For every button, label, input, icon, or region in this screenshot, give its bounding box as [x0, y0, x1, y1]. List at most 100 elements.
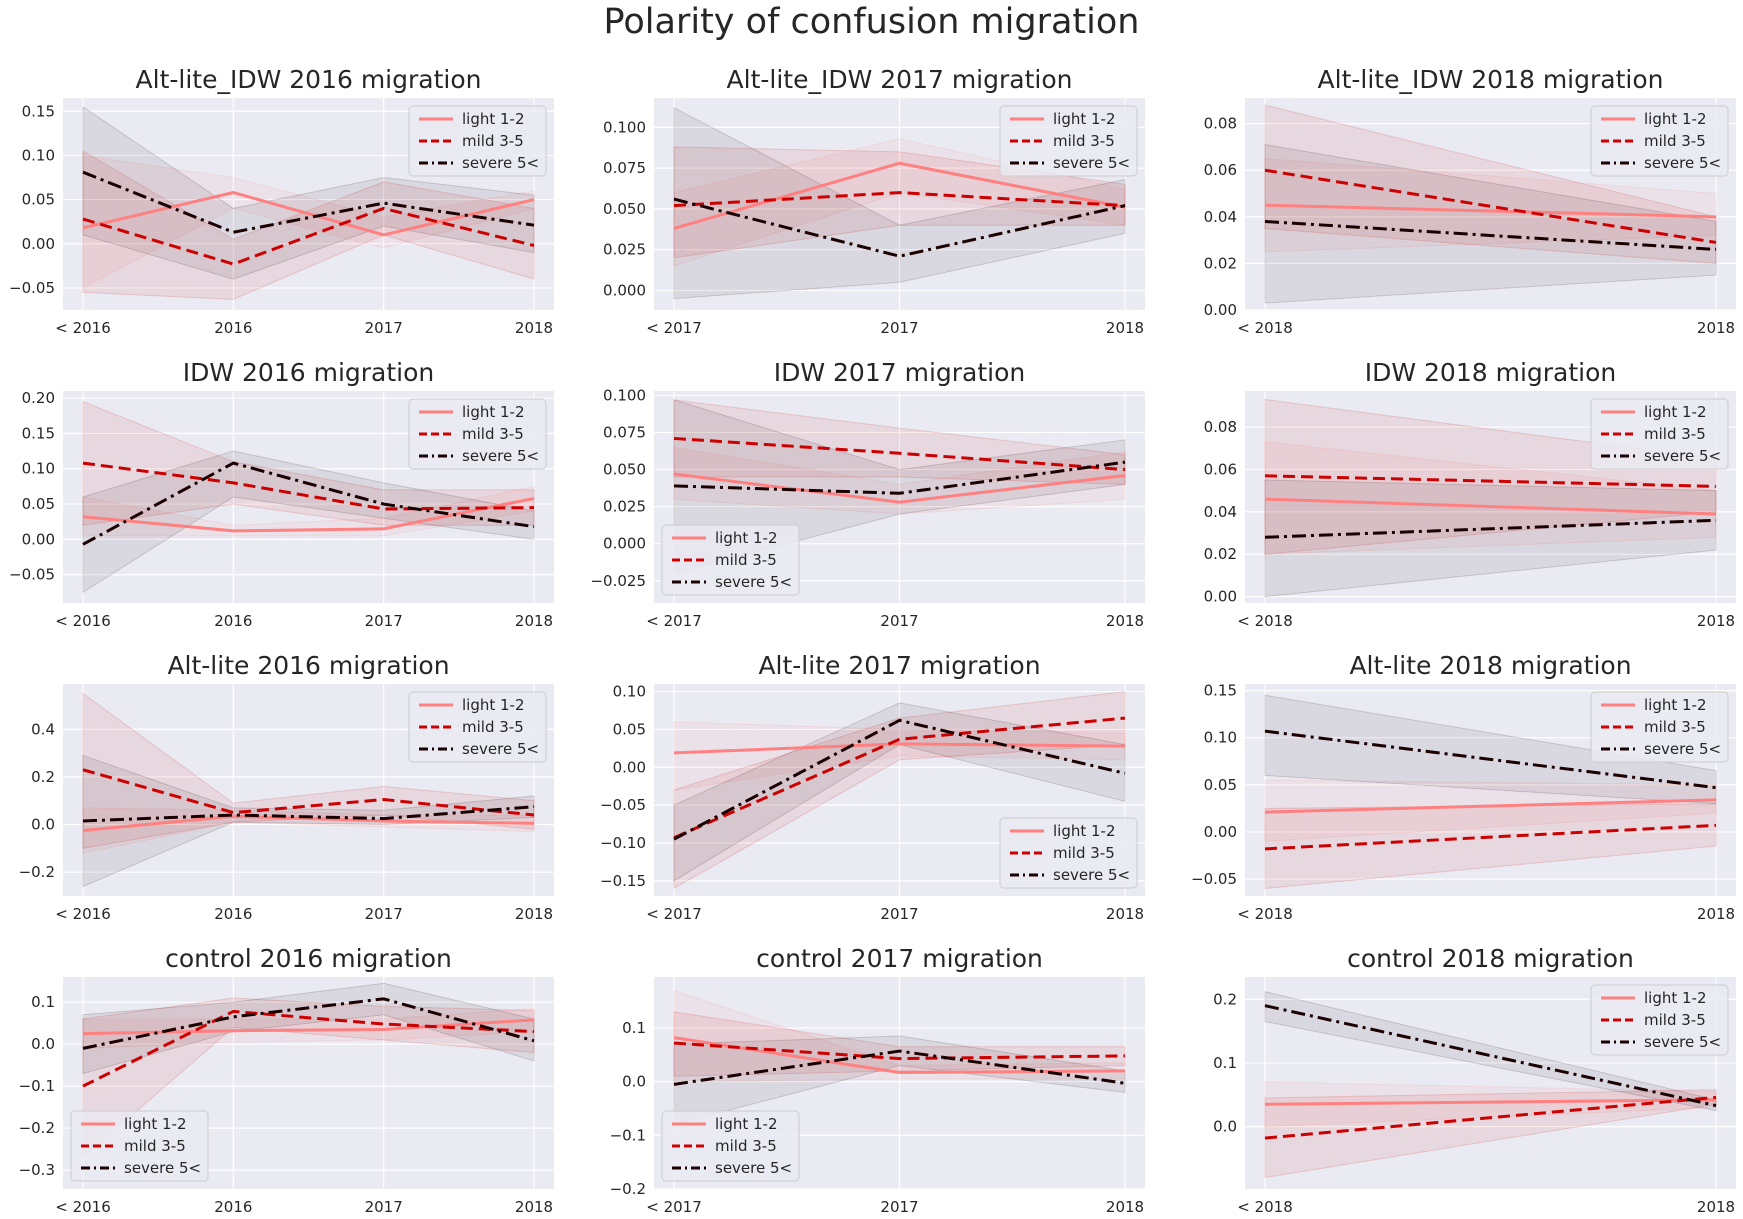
legend-label-2: mild 3-5 [1644, 1011, 1706, 1029]
confidence-band-1 [1264, 441, 1717, 555]
series-line-3 [1264, 219, 1717, 251]
subplot-9: Alt-lite 2018 migration −0.05 0.00 0.05 0.10… [1191, 651, 1736, 923]
y-tick-label: 0.025 [603, 498, 646, 516]
y-tick-label: 0.10 [22, 146, 55, 164]
subplot-6: IDW 2018 migration 0.00 0.02 0.04 0.06 0.08 < … [1204, 358, 1736, 630]
y-tick-label: 0.00 [613, 758, 646, 776]
confidence-band-2 [82, 150, 535, 300]
x-tick-label: 2018 [515, 905, 553, 923]
legend-label-3: severe 5< [124, 1159, 201, 1177]
x-tick-label: 2018 [515, 319, 553, 337]
y-tick-label: 0.06 [1204, 161, 1237, 179]
plot-area [673, 989, 1126, 1126]
x-tick-label: 2017 [880, 319, 918, 337]
legend-label-2: mild 3-5 [1053, 132, 1115, 150]
subplot-title: Alt-lite 2018 migration [1349, 651, 1631, 680]
confidence-band-2 [673, 691, 1126, 890]
confidence-band-2 [673, 399, 1126, 485]
y-tick-label: 0.0 [31, 1035, 55, 1053]
plot-area [82, 105, 535, 300]
legend-label-1: light 1-2 [1053, 822, 1116, 840]
series-line-2 [1264, 168, 1717, 244]
plot-area [673, 691, 1126, 890]
y-tick-label: 0.02 [1204, 545, 1237, 563]
plot-area [1264, 694, 1717, 890]
legend-label-3: severe 5< [1053, 154, 1130, 172]
subplot-5: IDW 2017 migration −0.025 0.000 0.025 0.050 0… [590, 358, 1145, 630]
legend-label-3: severe 5< [715, 1159, 792, 1177]
legend-label-3: severe 5< [1644, 1033, 1721, 1051]
legend-label-1: light 1-2 [1053, 110, 1116, 128]
legend-label-1: light 1-2 [462, 696, 525, 714]
series-line-2 [82, 461, 535, 511]
subplot-11: control 2017 migration −0.2 −0.1 0.0 0.1 < 20… [610, 944, 1145, 1216]
legend: light 1-2 mild 3-5 severe 5< [1590, 105, 1729, 177]
x-tick-label: 2016 [214, 1198, 252, 1216]
legend-label-3: severe 5< [462, 154, 539, 172]
y-tick-label: −0.15 [600, 872, 646, 890]
confidence-band-3 [1264, 991, 1717, 1112]
subplot-title: control 2018 migration [1347, 944, 1634, 973]
legend-box [661, 524, 800, 596]
legend-box [999, 105, 1138, 177]
y-tick-label: 0.15 [22, 424, 55, 442]
x-tick-label: < 2016 [55, 905, 111, 923]
legend-label-3: severe 5< [1644, 447, 1721, 465]
y-tick-label: 0.00 [1204, 301, 1237, 319]
legend-label-3: severe 5< [715, 573, 792, 591]
legend-box [1590, 105, 1729, 177]
confidence-band-1 [673, 989, 1126, 1083]
x-tick-label: < 2017 [646, 319, 702, 337]
legend-label-3: severe 5< [462, 447, 539, 465]
series-line-2 [673, 191, 1126, 208]
series-line-3 [1264, 518, 1717, 539]
series-line-1 [673, 472, 1126, 504]
y-tick-label: 0.075 [603, 424, 646, 442]
y-tick-label: −0.1 [610, 1126, 646, 1144]
y-tick-label: 0.00 [1204, 823, 1237, 841]
y-tick-label: 0.100 [603, 118, 646, 136]
y-tick-label: 0.0 [31, 816, 55, 834]
x-tick-label: < 2016 [55, 1198, 111, 1216]
plot-area [82, 982, 535, 1159]
y-tick-label: 0.00 [1204, 588, 1237, 606]
x-tick-label: < 2016 [55, 612, 111, 630]
confidence-band-1 [82, 485, 535, 537]
subplot-title: Alt-lite_IDW 2016 migration [136, 65, 482, 94]
subplot-title: Alt-lite 2017 migration [758, 651, 1040, 680]
confidence-band-3 [82, 982, 535, 1075]
legend-label-1: light 1-2 [462, 403, 525, 421]
confidence-band-2 [1264, 398, 1717, 555]
series-line-3 [1264, 729, 1717, 790]
x-tick-label: < 2018 [1237, 319, 1293, 337]
y-tick-label: 0.000 [603, 535, 646, 553]
subplot-title: IDW 2016 migration [183, 358, 435, 387]
y-tick-label: 0.1 [31, 993, 55, 1011]
figure-title: Polarity of confusion migration [603, 2, 1140, 42]
y-tick-label: −0.05 [600, 796, 646, 814]
legend-label-2: mild 3-5 [1644, 425, 1706, 443]
series-line-2 [82, 1009, 535, 1088]
y-tick-label: 0.000 [603, 281, 646, 299]
legend-box [408, 398, 547, 470]
y-tick-label: −0.025 [590, 572, 646, 590]
legend-label-1: light 1-2 [124, 1115, 187, 1133]
legend: light 1-2 mild 3-5 severe 5< [661, 1110, 800, 1182]
y-tick-label: 0.025 [603, 241, 646, 259]
x-tick-label: 2018 [1106, 612, 1144, 630]
series-line-1 [82, 1018, 535, 1036]
x-tick-label: 2016 [214, 905, 252, 923]
series-line-3 [82, 461, 535, 546]
y-tick-label: −0.05 [9, 279, 55, 297]
subplot-title: Alt-lite_IDW 2018 migration [1318, 65, 1664, 94]
series-line-1 [1264, 798, 1717, 814]
x-tick-label: < 2018 [1237, 905, 1293, 923]
confidence-band-3 [1264, 694, 1717, 805]
subplot-title: Alt-lite 2016 migration [167, 651, 449, 680]
y-tick-label: 0.05 [613, 720, 646, 738]
legend: light 1-2 mild 3-5 severe 5< [1590, 691, 1729, 763]
y-tick-label: 0.04 [1204, 208, 1237, 226]
legend-label-2: mild 3-5 [462, 132, 524, 150]
x-tick-label: 2017 [365, 905, 403, 923]
series-line-2 [1264, 1095, 1717, 1140]
